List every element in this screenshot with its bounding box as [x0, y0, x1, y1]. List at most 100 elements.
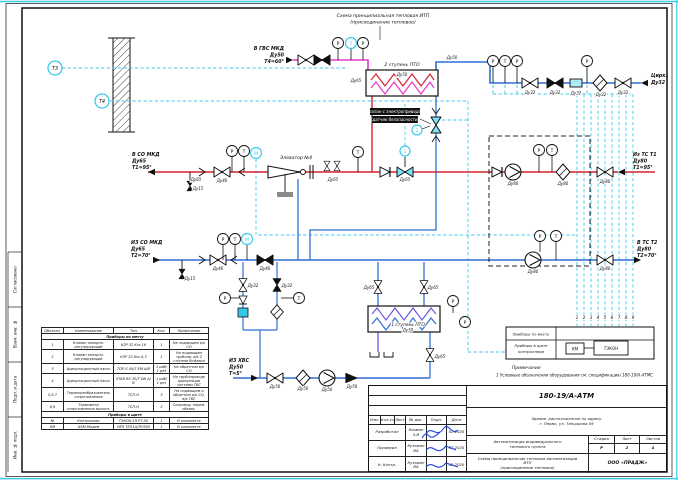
dn-label: Ду50 — [346, 384, 358, 389]
tb-project-title: Автоматизация индивидуального теплового … — [467, 436, 589, 454]
signature-3 — [425, 462, 459, 468]
dn-label: Ду32 — [617, 90, 629, 95]
spec-cell: 1 — [153, 349, 170, 365]
port-gvs-t: Т4=60° — [264, 59, 284, 65]
port-cosup-t: Т1=95° — [132, 165, 152, 171]
tb-empty — [369, 406, 467, 416]
gauge-letter: М — [254, 151, 258, 157]
heat-exchanger-stage2: 2 ступень ПТО Ду50 — [365, 61, 439, 97]
hx1-title: 1 ступень ПТО — [391, 322, 425, 328]
gauge-letter: Р — [222, 237, 225, 243]
port-coret-dn: Ду65 — [130, 247, 146, 253]
spec-header-row: Обознач. Наименование Тип Кол. Примечани… — [41, 326, 209, 335]
spec-cell: 1 — [41, 339, 64, 351]
tb-date-1: 02.2020 — [447, 425, 467, 441]
tb-doc-number: 180-19/А-АТМ — [467, 386, 666, 408]
tb-name-3: Кузьмин ВА — [406, 457, 427, 473]
spec-cell: ТОР-S 40/7 EM А/В — [113, 363, 154, 375]
port-cosup-dn: Ду65 — [131, 159, 147, 165]
tb-sign-1[interactable] — [427, 425, 447, 441]
gauge-letter: Р — [362, 41, 365, 47]
tb-col-sign: Подп. — [427, 416, 447, 425]
top-note: Схема принципиальная тепловая ИТП (присо… — [337, 13, 430, 40]
spec-cell: На трубопроводе циркуляции системы ГВС — [169, 373, 209, 389]
table-row: 2 Клапан запорно-регулирующий КЗР 25 Kvs 6… — [41, 349, 209, 365]
spec-cell: 2 — [153, 401, 170, 413]
port-gvs-dn: Ду50 — [269, 53, 285, 59]
elevator: Элеватор №4 — [267, 154, 314, 197]
tb-sheets-label: Листов — [640, 436, 666, 444]
dn-label: Ду65 — [363, 285, 375, 290]
spec-cell: КЗР 32 Kvs 16 — [113, 339, 154, 351]
legend-km: КМ — [572, 347, 579, 352]
dn-label: Ду80 — [507, 181, 519, 186]
legend-row1: Приборы по месту — [513, 332, 551, 337]
tb-sign-3[interactable] — [427, 457, 447, 473]
tb-drawing-line1: Схема принципиальная тепловая автоматиза… — [477, 455, 578, 461]
dn-label: Ду65 — [350, 78, 362, 83]
note-title: Примечание — [512, 365, 541, 371]
spec-cell: ТСП-Н — [113, 387, 154, 403]
gauge-letter: Т — [550, 148, 554, 154]
tb-col-doc: № док. — [406, 416, 427, 425]
dn-label: Ду50 — [297, 386, 309, 391]
spec-cell: На обратном в/к СО — [169, 363, 209, 375]
tb-role-3: Н. Контр. — [369, 457, 406, 473]
legend-number: 7 — [618, 315, 621, 321]
spec-cell: Циркуляционный насос — [63, 363, 114, 375]
port-coret-t: Т2=70° — [131, 253, 151, 259]
dn-label: Ду40 — [216, 178, 228, 183]
tb-object: Здание, расположенное по адресу г. Пермь… — [467, 408, 666, 436]
tb-col-list: Лист — [395, 416, 406, 425]
dn-label: Ду15 — [184, 276, 196, 281]
pos-2: 2 — [416, 128, 419, 134]
valves-devices — [178, 54, 632, 387]
spec-cell: ИРЗ ТЕЛ1А/ТЕЛ2В — [113, 423, 154, 431]
port-labels: В ГВС МКД Ду50 Т4=60° Цирк. Ду32 В СО МК… — [130, 46, 668, 377]
port-t1-dn: Ду80 — [632, 159, 648, 165]
legend-number: 5 — [604, 315, 607, 321]
dn-label: Ду65 — [190, 177, 202, 182]
top-note-line2: (присоединение тепловое) — [350, 20, 416, 26]
dn-label: Ду32 — [595, 92, 607, 97]
top-note-line1: Схема принципиальная тепловая ИТП — [337, 13, 430, 19]
gauge-letter: Т — [356, 150, 360, 156]
tb-object-line1: Здание, расположенное по адресу — [531, 416, 602, 422]
legend-row2b: контроллера — [518, 349, 545, 354]
dn-label: Ду65 — [427, 285, 439, 290]
gauge-letter: Р — [464, 320, 467, 326]
dn-label: Ду32 — [247, 283, 259, 288]
table-row: 8,9 Термометр сопротивления выносн. ТСП-Н 2… — [41, 401, 209, 413]
hx1-dn: Ду50 — [402, 328, 414, 333]
gauge-letter: Р — [492, 59, 495, 65]
gauge-letter: Р — [231, 149, 234, 155]
gauge-letter: Р — [452, 299, 455, 305]
gauge-letter: Т — [233, 237, 237, 243]
safety-note-line2: (датчик безопасности) — [371, 117, 420, 122]
spec-table: Обознач. Наименование Тип Кол. Примечани… — [41, 326, 209, 431]
note-item: 1 Условные обозначения оборудования см. … — [496, 373, 653, 378]
pump-module-boundary — [488, 135, 591, 267]
spec-cell: 5,6,7 — [41, 387, 64, 403]
position-bubbles: 1 2 — [399, 124, 431, 157]
dn-label: Ду65 — [327, 177, 339, 182]
dn-label: Ду32 — [281, 283, 293, 288]
port-t2-dn: Ду80 — [636, 247, 652, 253]
signature-flourish — [421, 431, 441, 439]
tb-date-2: 02.2020 — [447, 441, 467, 457]
table-row: 5,6,7 Термопреобразователь сопротивления Т… — [41, 387, 209, 403]
port-arrows — [148, 56, 648, 382]
tb-drawing-title: Схема принципиальная тепловая автоматиза… — [467, 454, 589, 473]
port-gvs-name: В ГВС МКД — [254, 46, 284, 52]
tb-sign-2[interactable] — [427, 441, 447, 457]
port-t1-name: Из ТС Т1 — [633, 152, 657, 158]
hx2-dn: Ду50 — [396, 72, 408, 77]
elevator-label: Элеватор №4 — [279, 155, 312, 161]
port-t2-t: Т2=70° — [637, 253, 657, 259]
signature-1 — [425, 426, 459, 435]
spec-cell: 3 — [153, 387, 170, 403]
port-hvs-name: ИЗ ХВС — [229, 358, 249, 364]
